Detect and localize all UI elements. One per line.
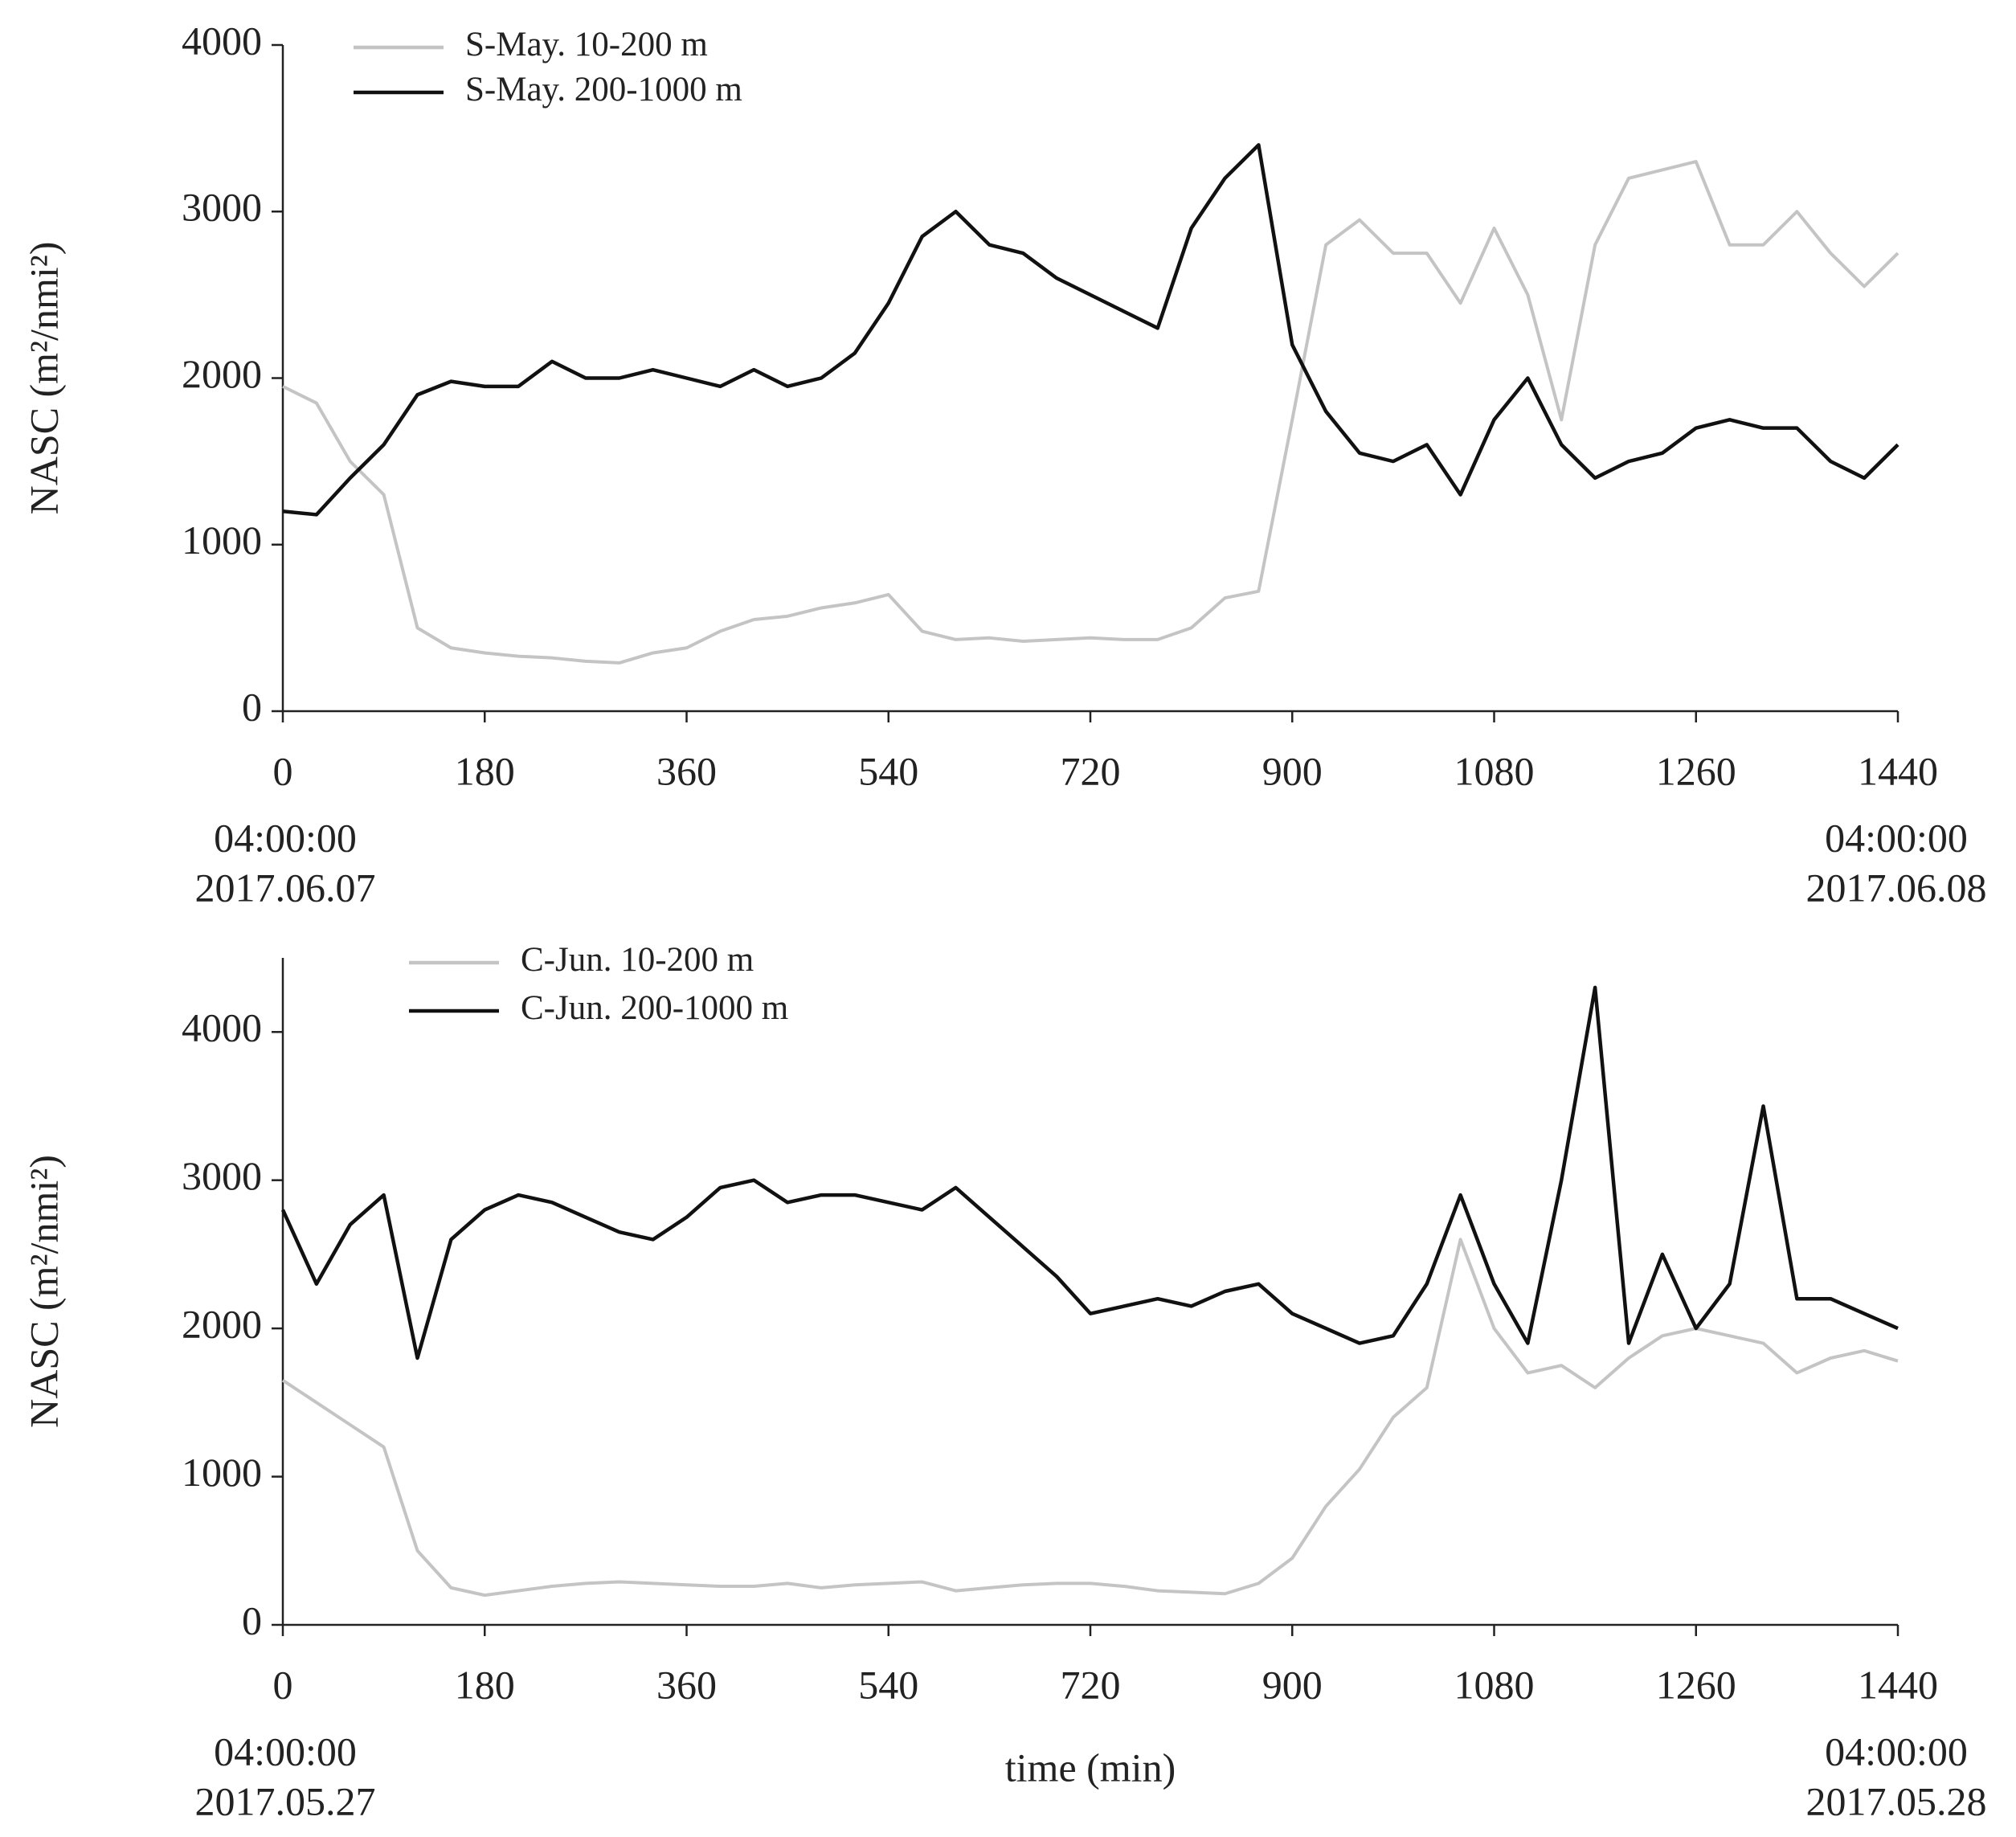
series-line [281, 1238, 1899, 1598]
annotation: 04:00:00 [214, 815, 357, 860]
x-tick-label: 720 [1061, 1662, 1121, 1707]
x-tick-label: 360 [656, 748, 717, 793]
y-tick-label: 2000 [182, 351, 262, 396]
x-axis-label: time (min) [1005, 1745, 1176, 1790]
legend-label: C-Jun. 10-200 m [521, 941, 754, 979]
x-tick-label: 180 [455, 1662, 515, 1707]
y-tick-label: 3000 [182, 185, 262, 230]
annotation: 2017.06.07 [195, 865, 376, 910]
annotation: 04:00:00 [1825, 1729, 1968, 1774]
x-tick-label: 1260 [1656, 1662, 1736, 1707]
series-line [282, 143, 1899, 517]
series-line [280, 985, 1899, 1360]
x-tick-label: 900 [1262, 748, 1323, 793]
x-tick-label: 720 [1061, 748, 1121, 793]
y-tick-label: 4000 [182, 18, 262, 63]
x-tick-label: 180 [455, 748, 515, 793]
y-tick-label: 2000 [182, 1302, 262, 1347]
x-tick-label: 360 [656, 1662, 717, 1707]
annotation: 04:00:00 [214, 1729, 357, 1774]
x-tick-label: 1080 [1454, 748, 1535, 793]
y-tick-label: 3000 [182, 1153, 262, 1198]
x-tick-label: 540 [858, 1662, 918, 1707]
legend-label: S-May. 200-1000 m [465, 71, 742, 108]
annotation: 04:00:00 [1825, 815, 1968, 860]
legend-label: S-May. 10-200 m [465, 26, 708, 63]
x-tick-label: 1440 [1858, 748, 1938, 793]
x-tick-label: 540 [858, 748, 918, 793]
y-axis-label: NASC (m²/nmi²) [21, 242, 66, 515]
legend-label: C-Jun. 200-1000 m [521, 989, 788, 1027]
annotation: 2017.06.08 [1806, 865, 1987, 910]
y-tick-label: 0 [242, 684, 262, 729]
x-tick-label: 1080 [1454, 1662, 1535, 1707]
y-tick-label: 1000 [182, 1450, 262, 1495]
y-tick-label: 4000 [182, 1005, 262, 1050]
x-tick-label: 0 [273, 748, 293, 793]
y-tick-label: 0 [242, 1598, 262, 1643]
series-line [282, 160, 1899, 665]
x-tick-label: 0 [273, 1662, 293, 1707]
y-tick-label: 1000 [182, 518, 262, 563]
annotation: 2017.05.27 [195, 1778, 376, 1823]
x-tick-label: 900 [1262, 1662, 1323, 1707]
y-axis-label: NASC (m²/nmi²) [21, 1155, 66, 1428]
annotation: 2017.05.28 [1806, 1778, 1987, 1823]
x-tick-label: 1260 [1656, 748, 1736, 793]
x-tick-label: 1440 [1858, 1662, 1938, 1707]
